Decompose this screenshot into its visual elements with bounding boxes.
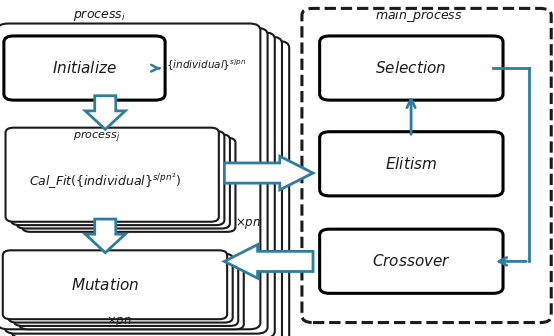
Text: $\mathit{process}_j$: $\mathit{process}_j$	[73, 130, 121, 145]
FancyBboxPatch shape	[4, 28, 268, 334]
FancyBboxPatch shape	[19, 260, 244, 329]
FancyBboxPatch shape	[320, 36, 503, 100]
FancyBboxPatch shape	[12, 32, 275, 336]
FancyBboxPatch shape	[0, 24, 260, 329]
FancyBboxPatch shape	[3, 250, 227, 319]
Text: $\mathit{Cal\_Fit}(\{\mathit{individual}\}^{s/pn^2})$: $\mathit{Cal\_Fit}(\{\mathit{individual}…	[29, 172, 182, 191]
FancyBboxPatch shape	[320, 229, 503, 293]
FancyBboxPatch shape	[6, 128, 219, 222]
Text: $\mathit{Initialize}$: $\mathit{Initialize}$	[52, 60, 117, 76]
Polygon shape	[224, 245, 313, 278]
Text: $\mathit{Elitism}$: $\mathit{Elitism}$	[385, 156, 437, 172]
FancyBboxPatch shape	[4, 36, 165, 100]
Text: $\{individual\}^{s/pn}$: $\{individual\}^{s/pn}$	[166, 58, 247, 73]
Polygon shape	[224, 156, 313, 190]
FancyBboxPatch shape	[11, 131, 224, 225]
FancyBboxPatch shape	[22, 138, 235, 232]
FancyBboxPatch shape	[26, 41, 289, 336]
Text: $\mathit{Crossover}$: $\mathit{Crossover}$	[372, 253, 450, 269]
FancyBboxPatch shape	[320, 132, 503, 196]
FancyBboxPatch shape	[302, 8, 551, 323]
Text: $\mathit{process}_i$: $\mathit{process}_i$	[73, 8, 126, 23]
Text: $\times pn$: $\times pn$	[106, 313, 132, 329]
Polygon shape	[85, 219, 125, 253]
Text: $\mathit{main\_process}$: $\mathit{main\_process}$	[375, 7, 462, 24]
Text: $\times pn$: $\times pn$	[235, 216, 261, 231]
Text: $\mathit{Selection}$: $\mathit{Selection}$	[376, 60, 447, 76]
FancyBboxPatch shape	[19, 37, 282, 336]
FancyBboxPatch shape	[14, 257, 238, 326]
FancyBboxPatch shape	[8, 254, 233, 323]
FancyBboxPatch shape	[17, 134, 230, 228]
Polygon shape	[85, 96, 125, 129]
Text: $\mathit{Mutation}$: $\mathit{Mutation}$	[71, 277, 140, 293]
